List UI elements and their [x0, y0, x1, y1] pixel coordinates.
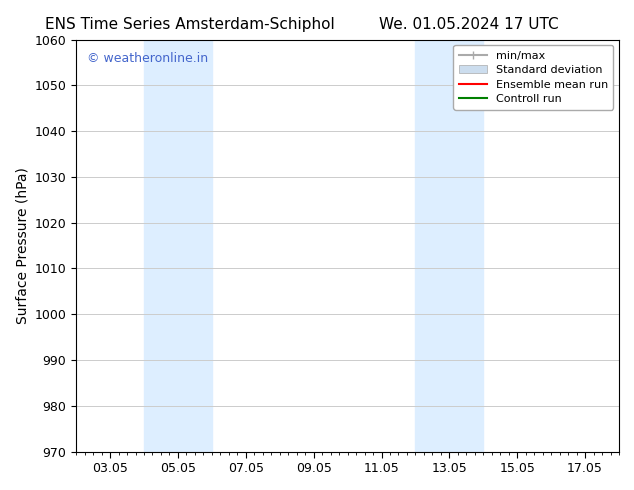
Bar	[415, 40, 483, 452]
Y-axis label: Surface Pressure (hPa): Surface Pressure (hPa)	[15, 167, 29, 324]
Text: ENS Time Series Amsterdam-Schiphol: ENS Time Series Amsterdam-Schiphol	[45, 17, 335, 32]
Text: We. 01.05.2024 17 UTC: We. 01.05.2024 17 UTC	[379, 17, 559, 32]
Text: © weatheronline.in: © weatheronline.in	[87, 52, 208, 65]
Legend: min/max, Standard deviation, Ensemble mean run, Controll run: min/max, Standard deviation, Ensemble me…	[453, 45, 614, 110]
Bar	[144, 40, 212, 452]
